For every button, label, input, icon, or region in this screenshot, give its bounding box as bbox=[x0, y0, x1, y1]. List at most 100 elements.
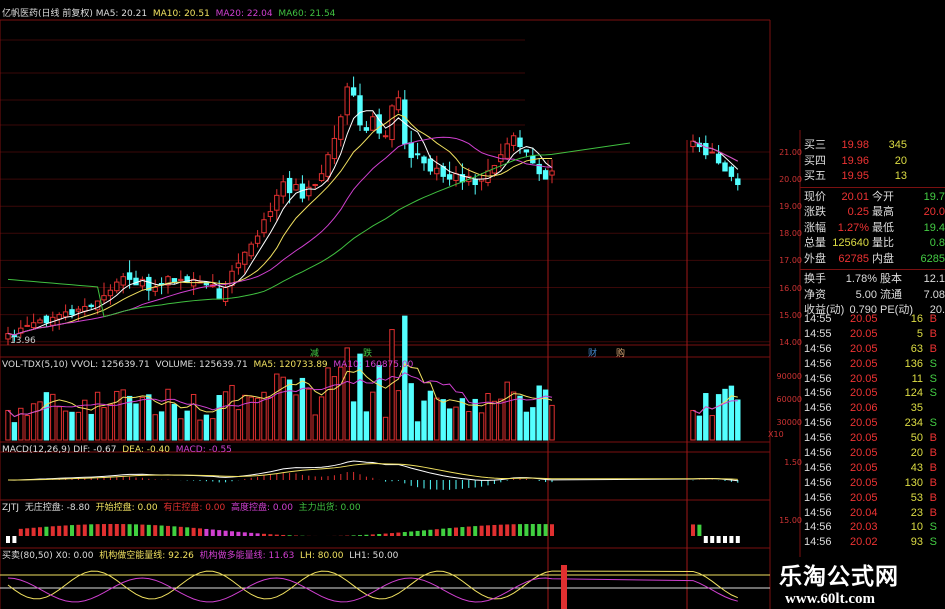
tick-side: B bbox=[929, 447, 937, 460]
candle-body bbox=[242, 251, 248, 265]
candle-body bbox=[274, 194, 280, 211]
stat-value-2: 20.0 bbox=[923, 206, 945, 218]
marker-4: 购 bbox=[616, 349, 626, 359]
volume-bar bbox=[331, 376, 338, 441]
zjtj-bar bbox=[178, 526, 183, 536]
macd-axis: 1.50 bbox=[784, 458, 802, 467]
zjtj-bar bbox=[191, 527, 196, 536]
candle-body bbox=[325, 154, 331, 177]
ma10-line bbox=[7, 113, 552, 336]
vol-title: VOL-TDX(5,10) bbox=[2, 360, 69, 370]
tick-row: 14:55 20.05 5 B bbox=[800, 327, 945, 342]
tick-price: 20.05 bbox=[850, 387, 878, 400]
zjtj-bar bbox=[95, 524, 100, 536]
zjtj-bar bbox=[6, 536, 10, 543]
candle-body bbox=[472, 178, 478, 186]
zjtj-bar bbox=[114, 524, 119, 536]
zjtj-bar bbox=[530, 524, 535, 536]
zjtj-bar bbox=[89, 524, 94, 536]
volume-bar bbox=[722, 388, 728, 441]
volume-bar bbox=[88, 413, 94, 441]
zjtj-bar bbox=[370, 534, 375, 536]
candle-body bbox=[382, 135, 389, 138]
volume-bar bbox=[421, 400, 427, 441]
bid-row: 买四 19.96 20 bbox=[800, 154, 945, 170]
zjtj-bar bbox=[735, 536, 740, 543]
volume-bar bbox=[210, 418, 216, 441]
zjtj-bar bbox=[121, 524, 126, 536]
stat-label: 涨跌 bbox=[804, 206, 826, 218]
zjtj-bar bbox=[377, 534, 382, 536]
volume-bar bbox=[56, 406, 62, 441]
candle-body bbox=[203, 281, 210, 286]
stat-value-2: 0.8 bbox=[929, 237, 945, 249]
tick-volume: 136 bbox=[904, 357, 923, 370]
tick-row: 14:56 20.05 11 S bbox=[800, 372, 945, 387]
zjtj-bar bbox=[38, 527, 42, 536]
candle-body bbox=[286, 177, 293, 194]
tick-row: 14:56 20.03 10 S bbox=[800, 520, 945, 535]
zjtj-bar bbox=[697, 524, 702, 536]
macd-dea: DEA: -0.40 bbox=[122, 445, 171, 455]
tick-price: 20.06 bbox=[850, 402, 878, 415]
tick-price: 20.05 bbox=[850, 447, 878, 460]
zjtj-bar bbox=[281, 534, 286, 536]
volume-bar bbox=[370, 391, 376, 441]
bid-label: 买四 bbox=[804, 154, 826, 167]
stat-label: 总量 bbox=[804, 237, 826, 249]
candle-body bbox=[408, 142, 414, 158]
volume-bar bbox=[325, 367, 331, 441]
zjtj-bar bbox=[230, 531, 234, 536]
candle-body bbox=[37, 319, 43, 324]
zjtj-bar bbox=[134, 524, 138, 536]
mm-x0: X0: 0.00 bbox=[55, 551, 94, 561]
mm-long: 机构做多能量线: 11.63 bbox=[199, 551, 295, 561]
zjtj-bar bbox=[498, 524, 503, 536]
volume-bar bbox=[453, 406, 459, 441]
candle-body bbox=[338, 116, 344, 140]
zjtj-d: 高度控盘: 0.00 bbox=[230, 503, 293, 513]
tick-price: 20.05 bbox=[850, 491, 878, 504]
bid-price: 19.95 bbox=[841, 170, 869, 182]
zjtj-bar bbox=[415, 530, 420, 536]
volume-bar bbox=[299, 377, 306, 441]
tick-price: 20.05 bbox=[850, 417, 878, 430]
zjtj-bar bbox=[473, 526, 478, 536]
tick-time: 14:56 bbox=[804, 461, 832, 474]
volume-bar bbox=[709, 415, 715, 441]
signal-bar bbox=[561, 565, 567, 609]
volume-bar bbox=[318, 396, 325, 441]
volume-bar bbox=[261, 391, 267, 441]
vol-header: VOL-TDX(5,10) VVOL: 125639.71 VOLUME: 12… bbox=[2, 360, 413, 371]
zjtj-b: 开始控盘: 0.00 bbox=[95, 503, 158, 513]
volume-bar bbox=[158, 411, 165, 441]
volume-bar bbox=[114, 390, 120, 441]
candle-body bbox=[446, 174, 453, 180]
candle-body bbox=[107, 289, 114, 297]
tick-list[interactable]: 14:55 20.05 16 B 14:55 20.05 5 B 14:56 20.05 63 B 14… bbox=[800, 312, 945, 550]
zjtj-bar bbox=[153, 525, 158, 536]
candle-body bbox=[357, 95, 363, 126]
candle-body bbox=[510, 135, 517, 146]
macd-value: MACD: -0.55 bbox=[175, 445, 232, 455]
candle-body bbox=[235, 262, 242, 269]
price-axis-label: 15.00 bbox=[779, 310, 802, 320]
candle-body bbox=[363, 127, 370, 131]
watermark-logo: 乐淘公式网 www.60lt.com bbox=[775, 557, 945, 609]
tick-volume: 53 bbox=[910, 491, 923, 504]
stat2-value: 5.00 bbox=[855, 288, 877, 301]
volume-bar bbox=[549, 404, 555, 441]
volume-bar bbox=[216, 395, 222, 441]
volume-bar bbox=[178, 418, 184, 441]
quote-panel: 买三 19.98 345 买四 19.96 20 买五 19.95 13 现价 20.01 今开 19.… bbox=[800, 138, 945, 319]
volume-bar bbox=[536, 385, 542, 441]
tick-time: 14:56 bbox=[804, 357, 832, 370]
volume-bar bbox=[491, 400, 498, 441]
candle-body bbox=[114, 281, 120, 292]
zjtj-a: 无庄控盘: -8.80 bbox=[24, 503, 90, 513]
tick-volume: 35 bbox=[910, 402, 923, 415]
zjtj-bar bbox=[723, 536, 727, 543]
stat-label-2: 最高 bbox=[872, 206, 894, 218]
zjtj-bar bbox=[537, 524, 542, 536]
